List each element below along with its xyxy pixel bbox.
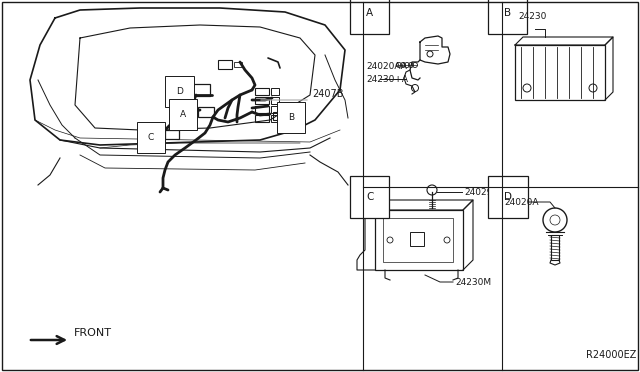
- Text: C: C: [366, 192, 373, 202]
- Bar: [255, 106, 269, 113]
- Text: 24029A: 24029A: [464, 188, 499, 197]
- Bar: [271, 97, 279, 104]
- Bar: [198, 107, 214, 117]
- Bar: [234, 62, 242, 67]
- Text: D: D: [176, 87, 183, 96]
- Bar: [410, 232, 424, 246]
- Bar: [515, 45, 605, 100]
- Bar: [375, 210, 463, 270]
- Bar: [255, 97, 269, 104]
- Text: 24020AA: 24020AA: [366, 62, 407, 71]
- Text: 24230M: 24230M: [455, 278, 491, 287]
- Bar: [271, 88, 279, 95]
- Text: D: D: [504, 192, 512, 202]
- Bar: [218, 60, 232, 69]
- Bar: [383, 218, 453, 262]
- Text: FRONT: FRONT: [74, 328, 112, 338]
- Bar: [271, 115, 279, 122]
- Bar: [273, 112, 285, 120]
- Text: B: B: [504, 8, 511, 18]
- Bar: [165, 130, 179, 139]
- Text: R24000EZ: R24000EZ: [586, 350, 636, 360]
- Bar: [255, 88, 269, 95]
- Text: C: C: [148, 133, 154, 142]
- Bar: [271, 106, 279, 113]
- Bar: [255, 115, 269, 122]
- Text: B: B: [288, 113, 294, 122]
- Bar: [192, 84, 210, 96]
- Text: 24020A: 24020A: [504, 198, 538, 207]
- Text: 24230+A: 24230+A: [366, 75, 408, 84]
- Text: A: A: [366, 8, 373, 18]
- Text: 2407B: 2407B: [312, 89, 344, 99]
- Bar: [551, 235, 559, 260]
- Text: A: A: [180, 110, 186, 119]
- Text: 24230: 24230: [518, 12, 547, 21]
